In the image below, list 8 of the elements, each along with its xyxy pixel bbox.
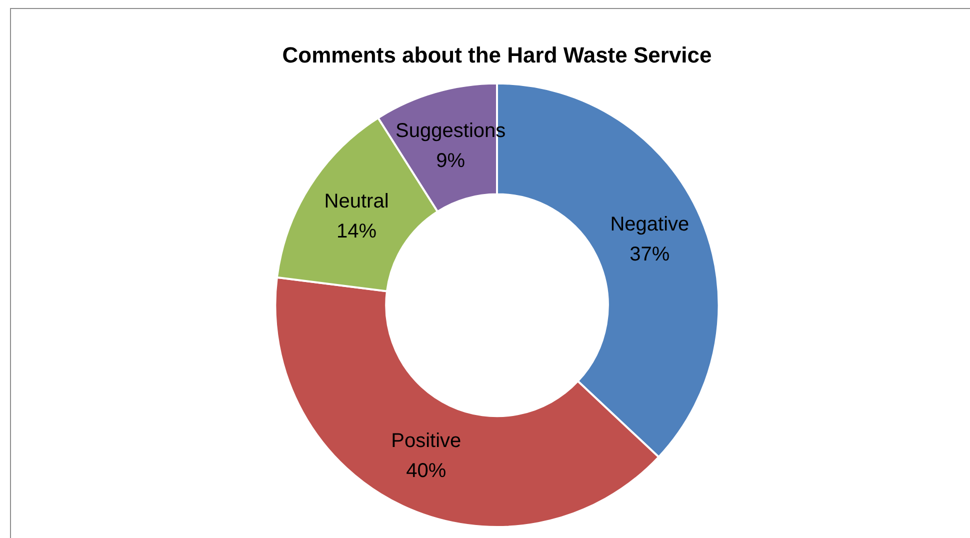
chart-title: Comments about the Hard Waste Service xyxy=(282,42,712,68)
data-label: 14% xyxy=(336,220,377,243)
slice-label: Neutral xyxy=(324,190,389,213)
data-label: 37% xyxy=(630,244,670,266)
data-label: 9% xyxy=(436,150,466,172)
data-label: 40% xyxy=(406,460,446,482)
slice-label: Negative xyxy=(610,214,690,236)
slice-label: Positive xyxy=(391,430,462,452)
